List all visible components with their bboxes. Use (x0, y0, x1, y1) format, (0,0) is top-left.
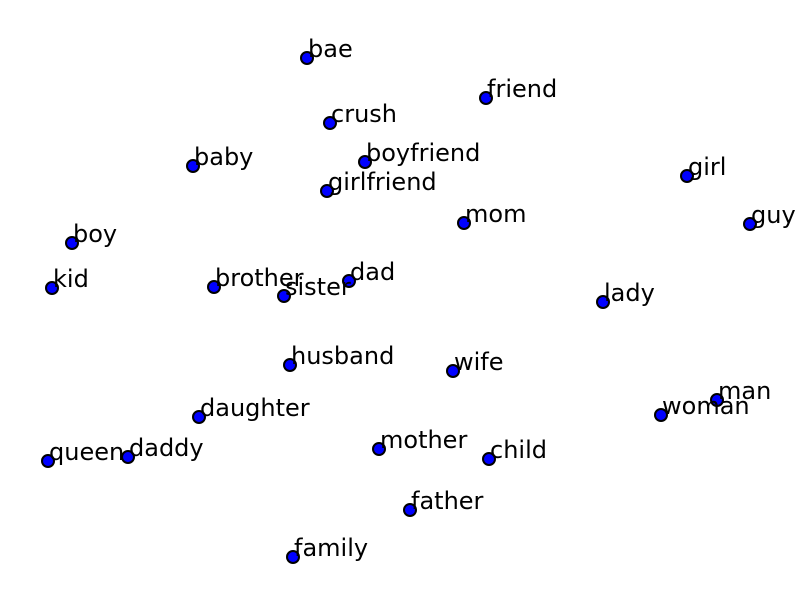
data-label-wife: wife (454, 348, 504, 376)
data-point-queen (41, 454, 55, 468)
data-point-woman (654, 408, 668, 422)
data-point-husband (283, 358, 297, 372)
data-point-friend (479, 91, 493, 105)
data-point-brother (207, 280, 221, 294)
data-label-kid: kid (53, 265, 89, 293)
data-point-mom (457, 216, 471, 230)
data-label-baby: baby (194, 143, 253, 171)
data-label-daughter: daughter (200, 394, 310, 422)
data-point-dad (342, 274, 356, 288)
data-point-family (286, 550, 300, 564)
data-label-girl: girl (688, 153, 726, 181)
data-point-child (482, 452, 496, 466)
data-point-girl (680, 169, 694, 183)
data-point-crush (323, 116, 337, 130)
data-point-man (710, 393, 724, 407)
data-label-mom: mom (465, 200, 526, 228)
data-label-woman: woman (662, 392, 750, 420)
data-point-boy (65, 236, 79, 250)
data-label-brother: brother (215, 264, 304, 292)
data-label-crush: crush (331, 100, 397, 128)
data-point-girlfriend (320, 184, 334, 198)
data-label-sister: sister (285, 273, 351, 301)
data-label-bae: bae (308, 35, 353, 63)
data-label-girlfriend: girlfriend (328, 168, 437, 196)
data-label-child: child (490, 436, 547, 464)
data-point-wife (446, 364, 460, 378)
data-label-family: family (294, 534, 368, 562)
data-label-mother: mother (380, 426, 467, 454)
data-point-kid (45, 281, 59, 295)
data-label-father: father (411, 487, 484, 515)
data-label-boyfriend: boyfriend (366, 139, 480, 167)
data-point-guy (743, 217, 757, 231)
data-point-daddy (121, 450, 135, 464)
data-label-queen: queen (49, 438, 124, 466)
points-layer (41, 51, 757, 564)
data-label-lady: lady (604, 279, 655, 307)
data-point-boyfriend (358, 155, 372, 169)
data-point-sister (277, 289, 291, 303)
data-label-man: man (718, 377, 771, 405)
data-label-boy: boy (73, 220, 117, 248)
data-point-father (403, 503, 417, 517)
data-label-husband: husband (291, 342, 394, 370)
data-point-mother (372, 442, 386, 456)
data-point-daughter (192, 410, 206, 424)
data-label-daddy: daddy (129, 434, 204, 462)
data-label-guy: guy (751, 201, 796, 229)
data-label-friend: friend (487, 75, 557, 103)
data-point-lady (596, 295, 610, 309)
data-point-bae (300, 51, 314, 65)
data-label-dad: dad (350, 258, 395, 286)
data-point-baby (186, 159, 200, 173)
